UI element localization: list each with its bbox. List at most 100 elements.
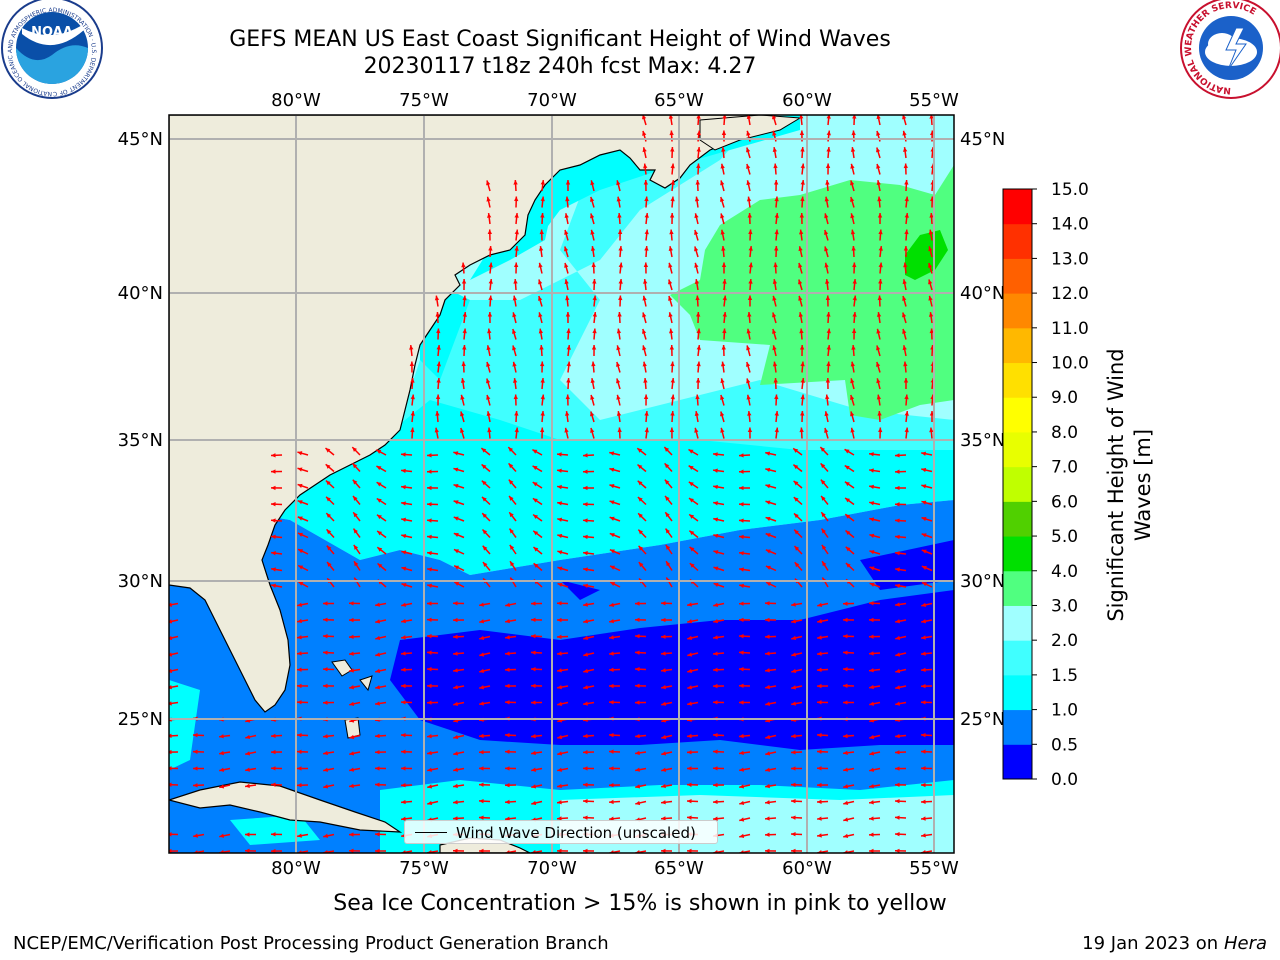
wind-arrow-head <box>670 147 675 152</box>
wind-arrow-head <box>843 700 848 705</box>
wind-arrow-head <box>668 246 673 252</box>
wind-arrow-head <box>557 848 562 853</box>
colorbar-tick-label: 0.0 <box>1051 770 1078 790</box>
wind-arrow-head <box>669 213 675 218</box>
wind-arrow-head <box>921 516 927 522</box>
wind-arrow-head <box>583 567 588 572</box>
lon-tick-bottom: 60°W <box>782 858 832 879</box>
wind-arrow-head <box>590 427 595 433</box>
wind-arrow-head <box>928 262 933 268</box>
wind-arrow-head <box>921 766 926 771</box>
wind-arrow-head <box>713 816 718 821</box>
wind-arrow-head <box>668 115 674 119</box>
wind-arrow-head <box>482 545 488 551</box>
wind-arrow-head <box>557 651 562 656</box>
wind-arrow-head <box>799 427 804 433</box>
colorbar-tick-label: 1.5 <box>1051 666 1078 686</box>
wind-arrow-head <box>843 833 849 839</box>
wind-arrow-head <box>928 229 934 235</box>
wind-arrow-head <box>876 147 881 153</box>
wind-arrow-head <box>791 635 797 641</box>
wind-arrow-head <box>297 749 302 754</box>
wind-arrow-head <box>928 312 934 317</box>
wind-arrow-head <box>349 617 354 623</box>
wind-arrow-head <box>609 451 615 456</box>
wind-arrow-head <box>694 411 700 416</box>
wind-arrow-head <box>564 229 569 235</box>
wind-arrow-head <box>557 751 563 756</box>
wind-arrow-head <box>323 849 328 853</box>
wind-arrow-head <box>825 163 831 169</box>
wind-arrow-head <box>821 544 827 550</box>
wind-arrow-head <box>687 701 692 706</box>
colorbar-tick-label: 1.0 <box>1051 701 1078 721</box>
wind-arrow-head <box>583 701 588 706</box>
wind-arrow-head <box>765 684 770 690</box>
wind-arrow-head <box>193 783 198 788</box>
wind-arrow-head <box>616 345 621 351</box>
wind-arrow-head <box>747 411 752 416</box>
wind-arrow-head <box>453 516 459 521</box>
wind-arrow-head <box>401 485 406 490</box>
wind-arrow-head <box>453 701 459 706</box>
wind-arrow-head <box>798 279 803 285</box>
colorbar-swatch <box>1003 709 1032 745</box>
wind-arrow-head <box>323 601 328 606</box>
wind-arrow-head <box>557 684 562 690</box>
wind-arrow-head <box>895 485 900 491</box>
lon-tick-top: 65°W <box>654 90 704 111</box>
wind-arrow-head <box>609 618 614 624</box>
wind-arrow-head <box>590 180 595 186</box>
nws-logo: NATIONAL WEATHER SERVICE <box>1180 0 1280 99</box>
wind-arrow-head <box>410 378 415 383</box>
wind-arrow-head <box>169 635 173 641</box>
wind-arrow-head <box>565 312 571 317</box>
wind-arrow-head <box>427 683 432 689</box>
wind-arrow-head <box>375 635 381 641</box>
colorbar-tick-label: 7.0 <box>1051 458 1078 478</box>
wind-arrow-head <box>219 750 224 756</box>
wind-arrow-head <box>824 196 829 202</box>
wind-arrow-head <box>772 312 777 318</box>
wind-arrow-head <box>739 518 744 523</box>
wind-arrow-head <box>271 551 276 556</box>
wind-arrow-head <box>921 451 927 456</box>
colorbar-swatch <box>1003 397 1032 433</box>
wind-arrow-head <box>512 345 517 351</box>
wind-arrow-head <box>817 635 822 640</box>
wind-arrow-head <box>820 463 826 469</box>
wind-arrow-head <box>696 361 701 367</box>
lon-tick-bottom: 65°W <box>654 858 704 879</box>
wind-arrow-head <box>748 229 753 235</box>
wind-arrow-head <box>739 551 744 556</box>
wind-arrow-head <box>453 767 459 772</box>
wind-arrow-head <box>609 749 614 754</box>
wind-arrow-head <box>921 619 927 624</box>
wind-arrow-head <box>513 394 518 400</box>
wind-arrow-head <box>895 668 901 674</box>
svg-text:NOAA: NOAA <box>31 25 73 40</box>
wind-arrow-head <box>669 427 675 433</box>
wind-arrow-head <box>609 732 614 738</box>
wind-arrow-head <box>817 732 822 738</box>
wind-arrow-head <box>850 361 855 367</box>
wind-arrow-head <box>591 262 596 268</box>
wind-arrow-head <box>895 799 900 804</box>
wind-arrow-head <box>794 562 800 568</box>
wind-arrow-head <box>271 453 276 458</box>
wind-arrow-head <box>635 667 640 672</box>
wind-arrow-head <box>323 700 328 705</box>
wind-arrow-head <box>845 563 851 568</box>
colorbar-swatch <box>1003 189 1032 225</box>
wind-arrow-head <box>661 601 666 606</box>
wind-arrow-head <box>479 815 484 820</box>
wind-arrow-head <box>592 312 597 317</box>
wind-arrow-head <box>876 378 881 384</box>
wind-arrow-head <box>843 767 848 772</box>
wind-arrow-head <box>592 279 597 284</box>
wind-arrow-head <box>817 833 822 838</box>
wind-arrow-head <box>895 832 900 837</box>
wind-arrow-head <box>453 532 459 538</box>
wind-arrow-head <box>557 550 563 555</box>
